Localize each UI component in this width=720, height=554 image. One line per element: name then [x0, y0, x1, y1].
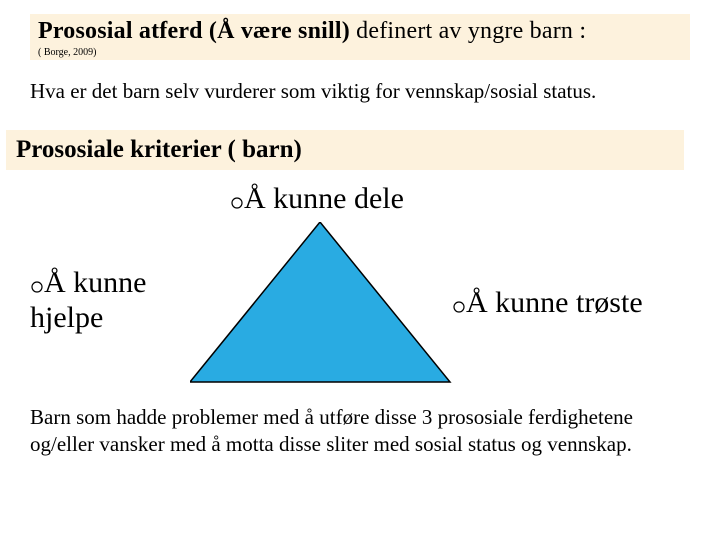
title-bold: Prososial atferd (Å være snill) [38, 18, 350, 44]
triangle-top-label: Å kunne dele [230, 182, 404, 216]
title-main: Prososial atferd (Å være snill) definert… [38, 18, 682, 45]
intro-text: Hva er det barn selv vurderer som viktig… [30, 78, 690, 104]
ring-icon [230, 196, 244, 210]
title-citation: ( Borge, 2009) [38, 47, 682, 58]
title-plain: definert av yngre barn : [350, 18, 586, 44]
triangle-shape [190, 222, 452, 384]
triangle-top-text: Å kunne dele [244, 182, 404, 215]
ring-icon [452, 300, 466, 314]
subheading: Prososiale kriterier ( barn) [6, 130, 684, 170]
triangle-right-text: Å kunne trøste [466, 286, 643, 319]
ring-icon [30, 280, 44, 294]
triangle-diagram: Å kunne dele Å kunnehjelpe Å kunne trøst… [0, 178, 720, 398]
title-box: Prososial atferd (Å være snill) definert… [30, 14, 690, 60]
triangle-right-label: Å kunne trøste [452, 286, 643, 320]
triangle-polygon [190, 222, 450, 382]
conclusion-text: Barn som hadde problemer med å utføre di… [30, 404, 690, 457]
triangle-left-label: Å kunnehjelpe [30, 266, 146, 335]
triangle-left-text: Å kunnehjelpe [30, 266, 146, 334]
